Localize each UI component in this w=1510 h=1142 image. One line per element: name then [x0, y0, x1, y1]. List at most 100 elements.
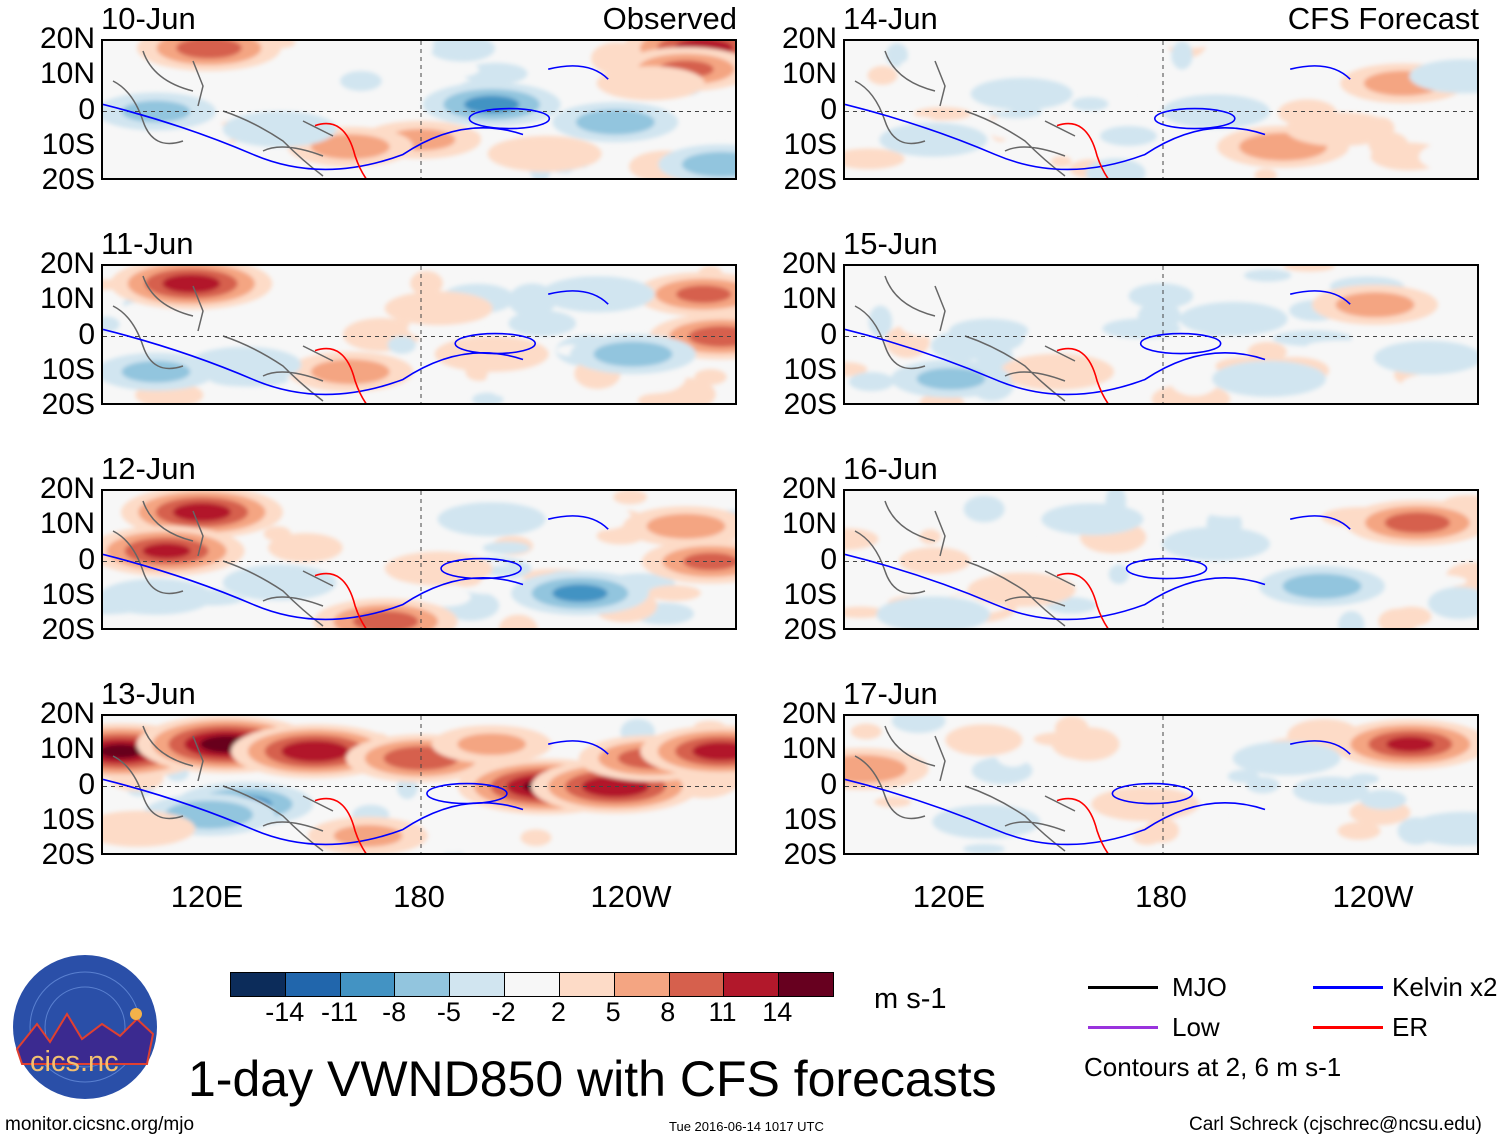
y-tick-label: 10S	[41, 127, 95, 161]
er-contour	[1056, 572, 1109, 628]
anomaly-blob	[867, 66, 898, 85]
anomaly-mark	[932, 804, 1041, 839]
colorbar-bin	[231, 973, 286, 996]
anomaly-mark	[176, 41, 242, 59]
anomaly-mark	[457, 733, 526, 756]
anomaly-blob	[1170, 824, 1217, 836]
y-tick-label: 0	[820, 767, 837, 801]
logo-text: cics.nc	[30, 1046, 119, 1078]
coastline	[112, 500, 334, 627]
anomaly-mark	[142, 543, 191, 559]
y-tick-label: 10S	[783, 127, 837, 161]
anomaly-blob	[428, 41, 496, 62]
anomaly-mark	[1374, 340, 1477, 375]
colorbar-bin	[614, 973, 670, 996]
anomaly-blob	[569, 167, 619, 178]
anomaly-blob	[1396, 574, 1467, 588]
anomaly-blob	[850, 723, 882, 740]
kelvin-contour	[1125, 557, 1208, 580]
anomaly-mark	[121, 100, 191, 123]
anomaly-blob	[877, 826, 916, 844]
anomaly-blob	[351, 491, 406, 513]
colorbar-tick-label: -8	[382, 997, 407, 1027]
anomaly-blob	[648, 585, 701, 601]
y-tick-label: 0	[78, 317, 95, 351]
er-contour	[1056, 122, 1109, 178]
x-tick-label: 180	[1135, 879, 1187, 914]
legend-line-mjo	[1088, 986, 1158, 989]
anomaly-blob	[1144, 818, 1180, 843]
anomaly-blob	[1292, 776, 1369, 805]
anomaly-blob	[182, 122, 235, 147]
anomaly-mark	[1000, 353, 1114, 390]
anomaly-blob	[993, 524, 1036, 549]
kelvin-contour	[845, 740, 1351, 846]
y-tick-label: 20N	[39, 247, 95, 280]
anomaly-blob	[413, 821, 489, 853]
anomaly-blob	[1360, 789, 1407, 810]
map-panel	[101, 264, 737, 405]
x-tick-label: 120E	[912, 879, 986, 914]
y-tick-label: 10S	[783, 802, 837, 836]
anomaly-mark	[876, 596, 991, 628]
anomaly-blob	[1142, 84, 1172, 107]
legend-line-low	[1088, 1026, 1158, 1029]
anomaly-blob	[1247, 341, 1287, 362]
kelvin-contour	[454, 332, 537, 355]
anomaly-mark	[384, 291, 493, 326]
anomaly-mark	[1285, 112, 1394, 147]
er-contour	[314, 347, 367, 403]
anomaly-blob	[1045, 783, 1083, 795]
anomaly-mark	[646, 513, 726, 539]
anomaly-blob	[292, 512, 352, 526]
y-tick-label: 20S	[41, 838, 95, 871]
map-panel	[843, 714, 1479, 855]
anomaly-mark	[1162, 526, 1270, 561]
anomaly-blob	[1108, 564, 1129, 584]
colorbar-bin	[340, 973, 396, 996]
y-tick-label: 20N	[781, 697, 837, 730]
anomaly-mark	[187, 346, 302, 383]
y-tick-label: 10S	[783, 577, 837, 611]
kelvin-contour	[468, 107, 551, 130]
kelvin-contour	[426, 782, 508, 805]
anomaly-blob	[268, 533, 343, 563]
legend-line-er	[1313, 1026, 1383, 1029]
anomaly-mark	[593, 341, 673, 367]
colorbar-tick-label: 8	[660, 997, 676, 1027]
colorbar-bin	[559, 973, 615, 996]
anomaly-blob	[898, 547, 971, 575]
anomaly-mark	[103, 744, 143, 759]
legend-label-mjo: MJO	[1172, 972, 1227, 1002]
panel-date: 10-Jun	[101, 1, 196, 36]
y-tick-label: 20S	[783, 388, 837, 421]
anomaly-blob	[523, 381, 551, 399]
anomaly-blob	[845, 528, 879, 550]
er-contour	[314, 797, 367, 853]
anomaly-blob	[1337, 821, 1381, 840]
anomaly-blob	[891, 716, 946, 733]
anomaly-mark	[676, 285, 732, 303]
y-tick-label: 0	[820, 317, 837, 351]
anomaly-mark	[310, 134, 390, 160]
anomaly-blob	[472, 392, 504, 403]
anomaly-blob	[237, 155, 272, 175]
anomaly-blob	[1085, 158, 1146, 178]
anomaly-blob	[184, 840, 258, 853]
y-tick-label: 10S	[783, 352, 837, 386]
panel-date: 15-Jun	[843, 226, 938, 261]
anomaly-mark	[1335, 292, 1415, 318]
anomaly-blob	[963, 843, 1005, 853]
anomaly-blob	[696, 598, 735, 623]
colorbar-bin	[450, 973, 506, 996]
colorbar-tick-label: 5	[605, 997, 621, 1027]
coastline	[854, 725, 1076, 852]
anomaly-blob	[1283, 266, 1335, 272]
coastline	[854, 500, 1076, 627]
anomaly-mark	[683, 552, 735, 571]
anomaly-blob	[520, 829, 552, 846]
anomaly-blob	[387, 336, 417, 354]
anomaly-mark	[1386, 736, 1435, 752]
anomaly-blob	[1006, 546, 1069, 562]
anomaly-blob	[613, 491, 648, 505]
